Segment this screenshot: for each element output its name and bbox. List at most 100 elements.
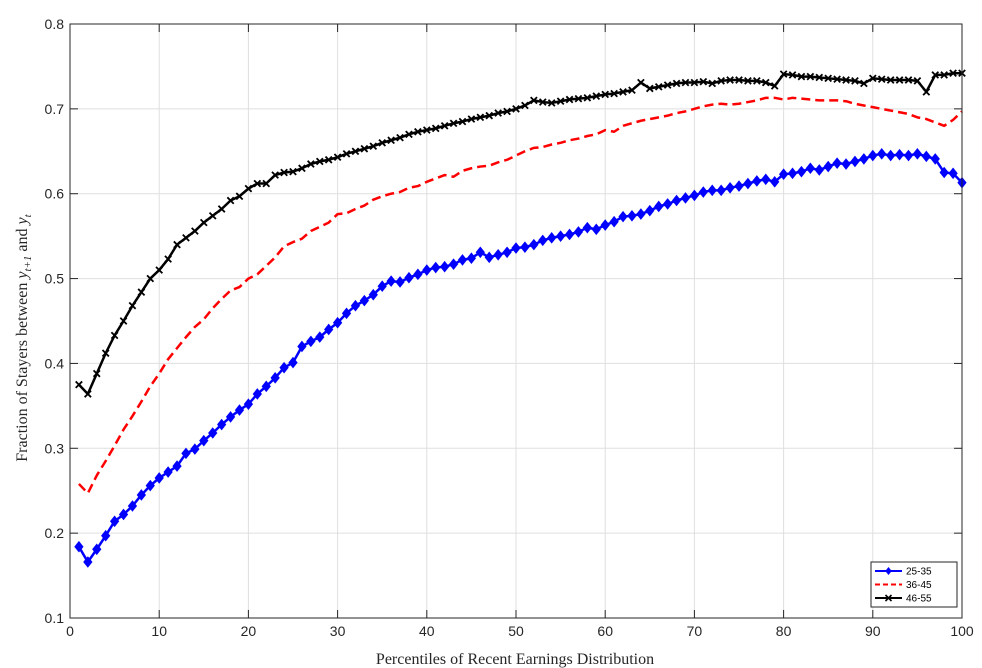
data-point-marker [208, 211, 217, 220]
data-point-marker [761, 173, 771, 186]
data-point-marker [289, 167, 297, 176]
data-point-marker [297, 340, 307, 353]
x-tick-label: 10 [151, 623, 167, 639]
data-point-marker [422, 126, 431, 134]
data-point-marker [405, 130, 413, 139]
x-tick-label: 20 [241, 623, 257, 639]
data-point-marker [234, 404, 245, 416]
data-point-marker [439, 260, 450, 273]
data-point-marker [609, 215, 619, 228]
y-axis-label-mid: and [14, 224, 31, 255]
data-point-marker [734, 180, 744, 192]
data-point-marker [360, 144, 369, 153]
y-axis-label-sub1: t+1 [22, 256, 34, 272]
data-point-marker [671, 194, 682, 207]
data-point-marker [512, 105, 520, 113]
data-point-marker [778, 168, 789, 180]
data-point-marker [342, 149, 351, 158]
data-point-marker [877, 75, 886, 83]
data-point-marker [556, 97, 565, 106]
series-layer [74, 69, 967, 568]
data-point-marker [137, 288, 146, 296]
data-point-marker [939, 166, 949, 179]
data-point-marker [814, 164, 824, 176]
data-point-marker [725, 181, 735, 194]
legend-entry-46-55: 46-55 [875, 594, 932, 605]
data-point-marker [136, 489, 147, 501]
data-point-marker [904, 76, 913, 84]
data-point-marker [591, 223, 601, 236]
data-point-marker [484, 251, 494, 264]
data-point-marker [547, 99, 556, 107]
data-point-marker [324, 323, 334, 336]
data-point-marker [128, 301, 137, 310]
data-point-marker [485, 111, 494, 120]
y-axis-ticks: 0.1 0.2 0.3 0.4 0.5 0.6 0.7 0.8 [45, 16, 962, 626]
data-point-marker [770, 176, 780, 188]
data-point-marker [744, 77, 752, 85]
data-point-marker [253, 179, 262, 188]
data-point-marker [307, 160, 315, 168]
data-point-marker [717, 77, 725, 85]
data-point-marker [163, 466, 173, 478]
data-point-marker [645, 84, 654, 93]
data-point-marker [877, 148, 887, 160]
data-point-marker [216, 418, 227, 431]
data-point-marker [538, 234, 548, 247]
data-point-marker [618, 210, 628, 223]
data-point-marker [386, 275, 396, 287]
data-point-marker [92, 369, 101, 378]
data-point-marker [555, 230, 566, 242]
data-point-marker [145, 479, 155, 492]
data-point-marker [885, 149, 896, 162]
y-axis-label-var1: y [14, 271, 31, 281]
data-point-marker [359, 294, 370, 307]
y-axis-label-sub2: t [22, 213, 34, 217]
data-point-marker [503, 107, 511, 116]
data-point-marker [805, 162, 816, 175]
data-point-marker [851, 77, 859, 85]
data-point-marker [262, 179, 271, 188]
data-point-marker [610, 89, 618, 98]
data-point-marker [467, 115, 476, 123]
data-point-marker [306, 335, 316, 348]
series-25-35 [74, 148, 967, 568]
data-point-marker [172, 460, 182, 472]
data-point-marker [226, 196, 235, 205]
data-point-marker [244, 184, 253, 193]
data-point-marker [191, 227, 199, 235]
x-tick-label: 80 [776, 623, 792, 639]
data-point-marker [743, 177, 753, 190]
data-point-marker [698, 186, 708, 198]
data-point-marker [627, 209, 637, 222]
x-tick-label: 30 [330, 623, 346, 639]
data-point-marker [815, 73, 824, 82]
data-point-marker [368, 288, 378, 301]
data-point-marker [753, 77, 761, 85]
data-point-marker [913, 77, 922, 85]
data-point-marker [903, 149, 914, 162]
data-point-marker [261, 380, 271, 393]
data-point-marker [413, 268, 423, 281]
data-point-marker [511, 242, 521, 254]
data-point-marker [547, 232, 557, 244]
data-point-marker [860, 79, 868, 88]
legend-marker [884, 594, 893, 602]
y-tick-label: 0.6 [45, 186, 65, 202]
y-axis-label-prefix: Fraction of Stayers between [14, 279, 31, 462]
data-point-marker [716, 184, 726, 197]
data-point-marker [637, 78, 645, 87]
data-point-marker [841, 158, 851, 170]
data-point-marker [601, 90, 610, 99]
data-point-marker [457, 254, 468, 266]
data-point-marker [431, 261, 441, 274]
data-point-marker [538, 98, 547, 106]
data-point-marker [672, 79, 681, 88]
data-point-marker [324, 155, 333, 164]
data-point-marker [110, 331, 119, 340]
data-point-marker [529, 238, 539, 251]
data-point-marker [930, 153, 940, 165]
data-point-marker [369, 142, 378, 151]
data-point-marker [225, 411, 236, 423]
